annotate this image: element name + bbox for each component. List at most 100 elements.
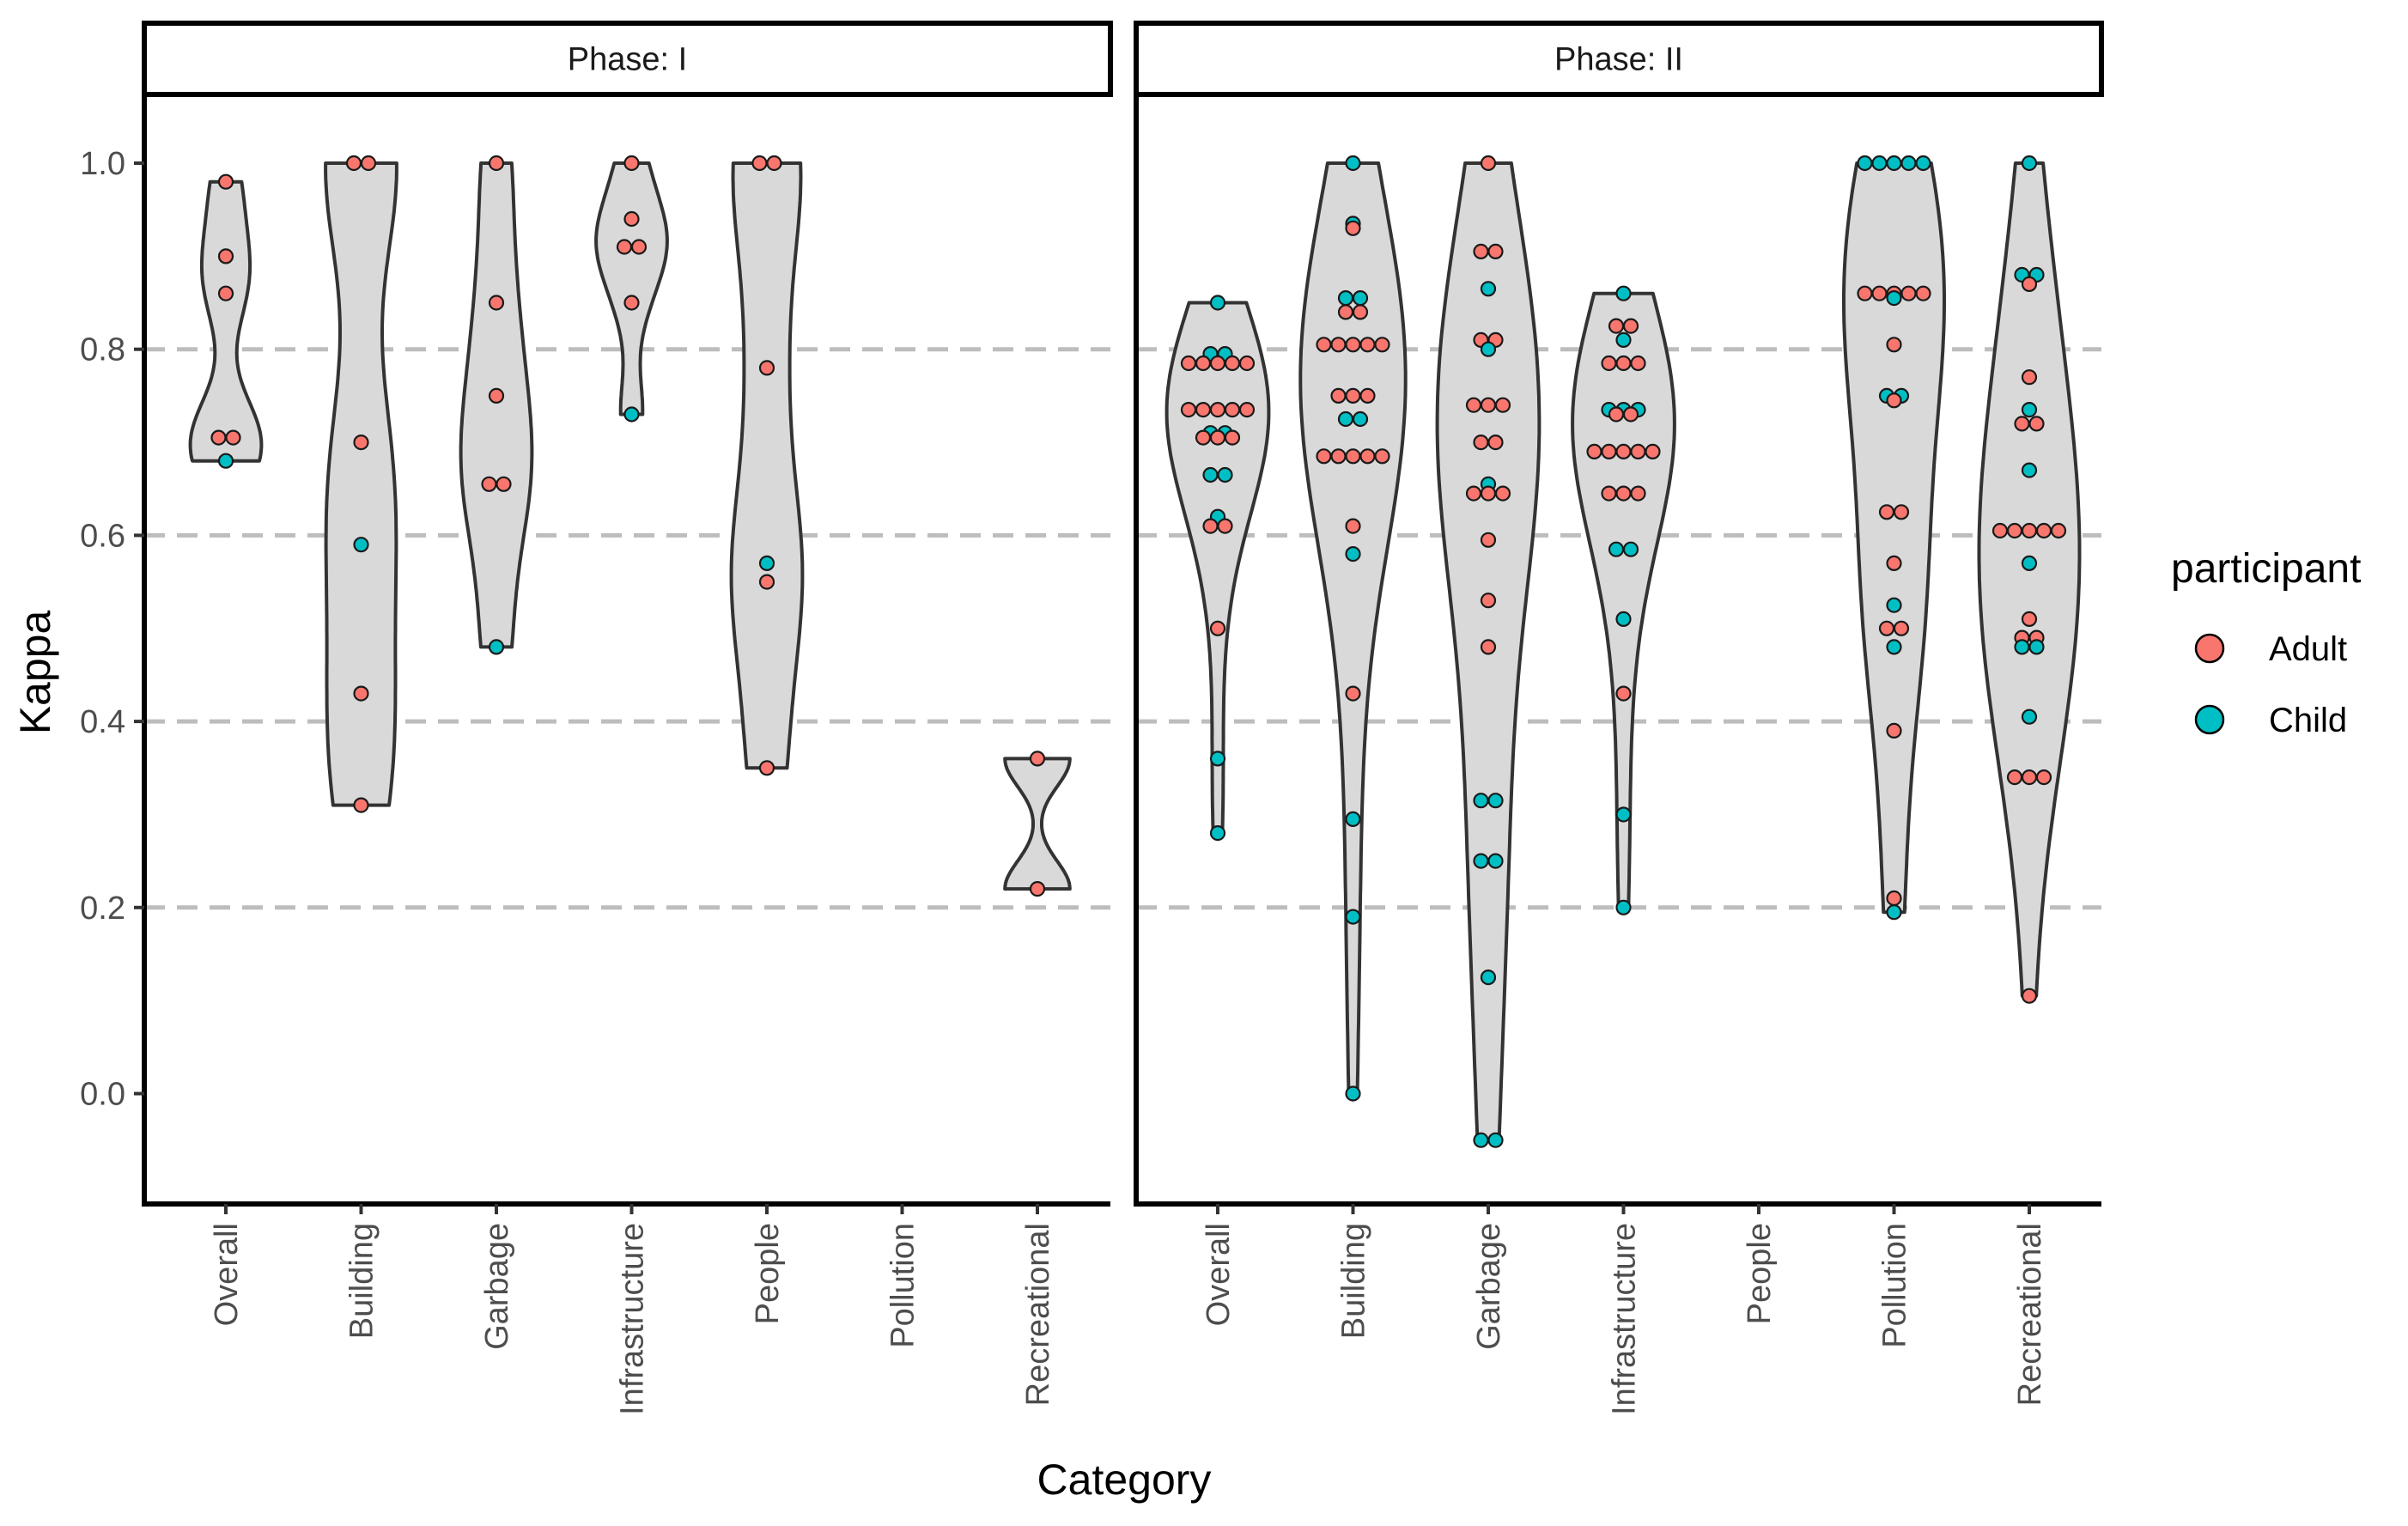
data-point-child: [1345, 1085, 1361, 1102]
axes: 0.0 0.2 0.4 0.6 0.8 1.0 Overall Building Garbage…: [80, 96, 2101, 1415]
data-point-adult: [2050, 522, 2067, 539]
data-point-adult: [2006, 769, 2023, 786]
data-point-child: [1886, 904, 1902, 921]
data-point-adult: [1857, 285, 1873, 301]
data-point-child: [1622, 541, 1639, 557]
x-tick-label: People: [1742, 1223, 1778, 1324]
data-point-child: [1886, 155, 1902, 172]
data-point-child: [1473, 793, 1489, 809]
data-point-adult: [2021, 276, 2038, 292]
data-point-adult: [1345, 518, 1361, 534]
x-tick-label: Pollution: [1877, 1223, 1913, 1348]
data-point-adult: [1871, 285, 1888, 301]
data-point-child: [758, 555, 775, 572]
data-point-adult: [1615, 685, 1632, 702]
data-point-adult: [2035, 522, 2052, 539]
data-point-adult: [1238, 402, 1256, 418]
data-point-child: [1480, 969, 1497, 986]
data-point-child: [217, 453, 234, 469]
data-point-adult: [1480, 639, 1497, 655]
data-point-adult: [1330, 448, 1347, 465]
data-point-adult: [1345, 220, 1361, 236]
data-point-child: [2014, 639, 2030, 655]
violin-overall: [1164, 301, 1271, 836]
data-point-adult: [1630, 443, 1646, 460]
data-point-adult: [1615, 443, 1632, 460]
data-point-adult: [623, 295, 640, 311]
data-point-adult: [1209, 620, 1226, 636]
y-tick-label: 0.4: [80, 704, 125, 740]
x-tick-label: Garbage: [479, 1223, 515, 1350]
data-point-adult: [1345, 387, 1361, 404]
data-point-child: [1615, 331, 1632, 348]
y-tick-label: 0.0: [80, 1077, 125, 1113]
data-point-child: [1345, 909, 1361, 925]
data-point-child: [1915, 155, 1931, 172]
y-tick-label: 0.2: [80, 891, 125, 927]
data-point-adult: [1991, 522, 2009, 539]
data-point-adult: [1029, 880, 1046, 897]
data-point-adult: [1480, 155, 1497, 172]
data-point-adult: [1487, 243, 1504, 259]
data-point-adult: [1224, 402, 1241, 418]
data-point-adult: [481, 476, 497, 492]
x-axis-title: Category: [1037, 1456, 1212, 1504]
data-point-adult: [1601, 443, 1617, 460]
facet-strip-box: [142, 21, 1113, 97]
data-point-adult: [1645, 443, 1661, 460]
data-point-adult: [353, 797, 369, 813]
y-tick-label: 1.0: [80, 146, 125, 182]
data-point-adult: [1316, 337, 1332, 353]
data-point-adult: [1238, 355, 1256, 372]
data-point-child: [1615, 806, 1632, 823]
data-point-adult: [2021, 988, 2038, 1004]
data-point-adult: [1330, 387, 1347, 404]
data-point-child: [353, 537, 369, 553]
data-point-adult: [1622, 318, 1639, 334]
data-point-adult: [1608, 406, 1625, 423]
violin-recreational: [1003, 757, 1072, 891]
data-point-child: [1886, 639, 1902, 655]
data-point-child: [1886, 597, 1902, 613]
violin-people: [729, 161, 805, 770]
x-tick-label: Pollution: [885, 1223, 921, 1348]
data-point-adult: [1359, 337, 1376, 353]
violin-building: [1298, 161, 1408, 1096]
data-point-adult: [1615, 485, 1632, 502]
data-point-child: [1487, 853, 1504, 869]
data-point-child: [1209, 824, 1226, 842]
data-point-adult: [1209, 429, 1226, 446]
data-point-child: [1209, 751, 1226, 767]
data-point-adult: [2021, 769, 2038, 786]
data-point-adult: [1615, 355, 1632, 372]
data-point-adult: [623, 155, 640, 172]
y-axis-title: Kappa: [11, 611, 59, 735]
data-point-adult: [488, 295, 505, 311]
data-point-adult: [2006, 522, 2023, 539]
violin-pollution: [1842, 161, 1946, 915]
data-point-adult: [496, 476, 512, 492]
data-point-adult: [1480, 532, 1497, 548]
data-point-child: [1487, 793, 1504, 809]
data-point-adult: [1878, 504, 1895, 520]
data-point-adult: [1465, 397, 1482, 413]
data-point-child: [1345, 155, 1361, 172]
data-point-child: [1352, 290, 1369, 307]
data-point-adult: [2021, 611, 2038, 628]
data-point-adult: [217, 285, 234, 301]
data-point-adult: [488, 155, 505, 172]
data-point-adult: [630, 239, 648, 255]
data-point-adult: [1886, 555, 1902, 572]
data-point-child: [1608, 541, 1625, 557]
data-point-child: [1857, 155, 1873, 172]
data-point-adult: [1195, 402, 1212, 418]
data-point-adult: [210, 429, 227, 446]
data-point-adult: [623, 210, 640, 228]
data-point-adult: [1465, 485, 1482, 502]
data-point-child: [1480, 341, 1497, 357]
legend-label-adult: Adult: [2269, 630, 2347, 668]
data-point-child: [1345, 811, 1361, 828]
data-point-adult: [1893, 504, 1910, 520]
